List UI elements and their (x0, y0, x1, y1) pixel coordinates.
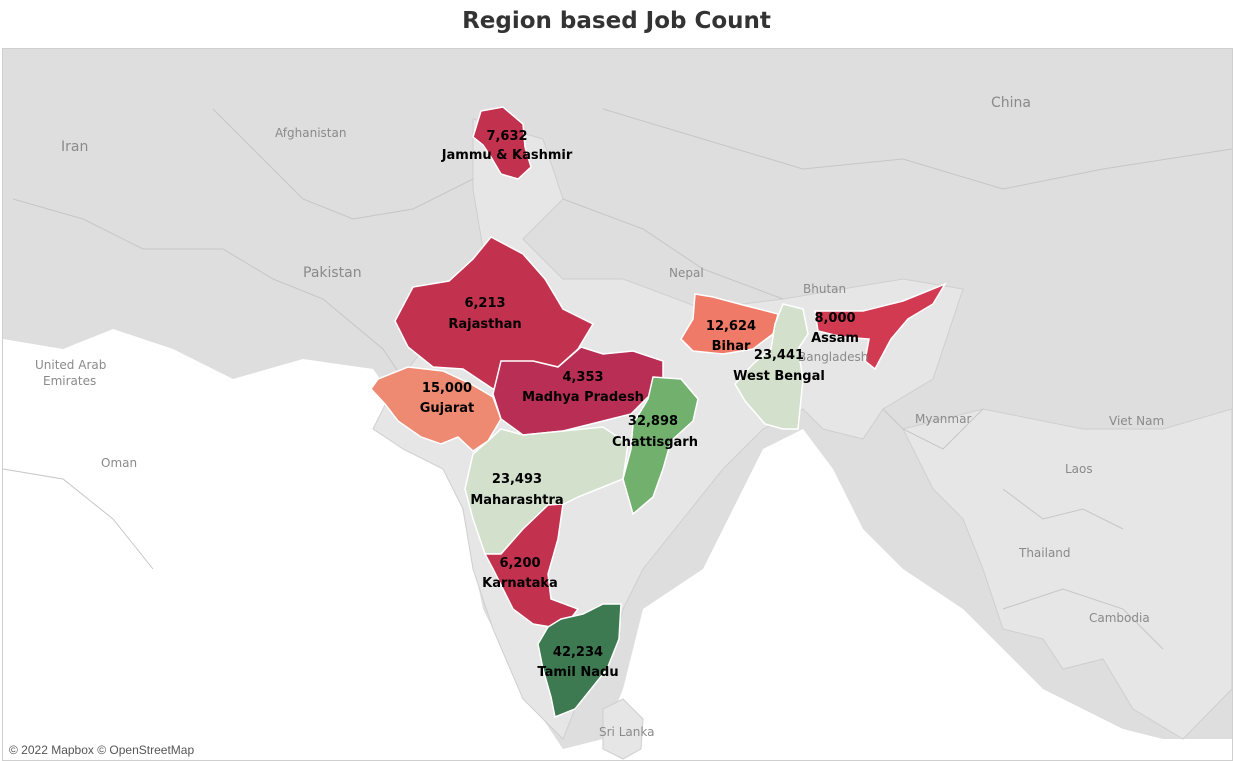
country-label-bangladesh: Bangladesh (798, 350, 868, 364)
country-label-pakistan: Pakistan (303, 265, 362, 281)
country-label-afghanistan: Afghanistan (275, 126, 346, 140)
state-chattisgarh[interactable] (622, 376, 699, 516)
state-bihar[interactable] (680, 293, 779, 355)
country-label-cambodia: Cambodia (1089, 611, 1150, 625)
region-value-mh: 23,493 (492, 472, 542, 487)
region-name-br: Bihar (712, 339, 751, 354)
region-value-gj: 15,000 (422, 381, 472, 396)
country-label-laos: Laos (1065, 462, 1093, 476)
region-name-jk: Jammu & Kashmir (441, 148, 573, 163)
state-karnataka[interactable] (483, 503, 580, 630)
region-name-gj: Gujarat (420, 401, 475, 416)
region-name-rj: Rajasthan (448, 317, 521, 332)
map-attribution[interactable]: © 2022 Mapbox © OpenStreetMap (9, 743, 195, 757)
states-layer (370, 106, 947, 719)
region-name-mp: Madhya Pradesh (522, 390, 644, 405)
map-svg: Iran Afghanistan Pakistan United Arab Em… (3, 95, 1232, 760)
region-name-ka: Karnataka (482, 576, 558, 591)
country-label-uae-2: Emirates (43, 374, 96, 388)
se-asia-landmass (902, 408, 1232, 740)
state-maharashtra[interactable] (464, 426, 629, 555)
gulf-of-oman (3, 369, 93, 429)
region-value-mp: 4,353 (562, 370, 603, 385)
country-label-uae: United Arab (35, 358, 106, 372)
arabian-sea (3, 329, 1232, 760)
region-name-mh: Maharashtra (470, 493, 563, 508)
region-value-cg: 32,898 (628, 414, 678, 429)
region-value-jk: 7,632 (486, 129, 527, 144)
country-label-sri-lanka: Sri Lanka (599, 725, 654, 739)
state-west-bengal[interactable] (734, 303, 809, 430)
state-jammu-kashmir[interactable] (472, 106, 532, 180)
state-gujarat[interactable] (370, 366, 502, 452)
region-name-cg: Chattisgarh (612, 435, 698, 450)
region-labels: 7,632 Jammu & Kashmir 6,213 Rajasthan 15… (420, 129, 859, 680)
country-label-vietnam: Viet Nam (1109, 414, 1164, 428)
region-name-tn: Tamil Nadu (537, 665, 618, 680)
sri-lanka-landmass (602, 698, 644, 760)
border-lines (3, 108, 1232, 650)
country-label-china: China (991, 95, 1031, 111)
region-value-tn: 42,234 (553, 645, 603, 660)
region-value-br: 12,624 (706, 319, 756, 334)
region-name-as: Assam (811, 331, 859, 346)
region-value-rj: 6,213 (464, 296, 505, 311)
state-assam[interactable] (814, 282, 947, 371)
region-value-ka: 6,200 (499, 556, 540, 571)
country-label-oman: Oman (101, 456, 137, 470)
chart-title: Region based Job Count (462, 8, 771, 34)
region-value-wb: 23,441 (754, 348, 804, 363)
country-label-bhutan: Bhutan (803, 282, 846, 296)
country-label-myanmar: Myanmar (915, 412, 971, 426)
map-canvas[interactable]: Iran Afghanistan Pakistan United Arab Em… (2, 48, 1233, 761)
country-label-iran: Iran (61, 139, 88, 155)
state-tamil-nadu[interactable] (537, 603, 622, 719)
country-label-nepal: Nepal (669, 266, 704, 280)
region-value-as: 8,000 (814, 311, 855, 326)
country-labels: Iran Afghanistan Pakistan United Arab Em… (35, 95, 1164, 739)
region-name-wb: West Bengal (733, 369, 825, 384)
country-label-thailand: Thailand (1018, 546, 1071, 560)
